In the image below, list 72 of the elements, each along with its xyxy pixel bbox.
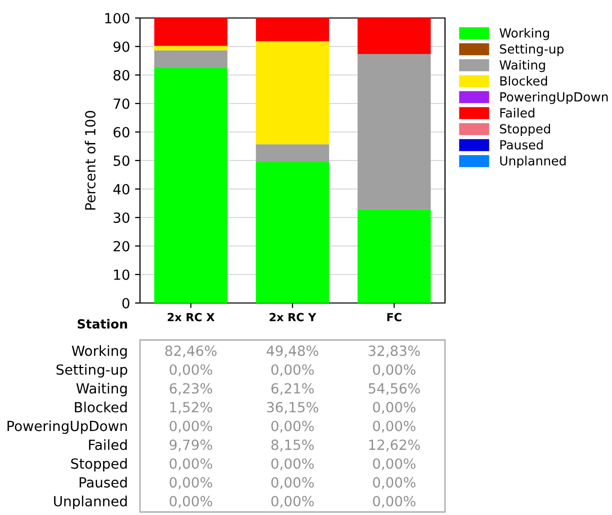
y-tick-label: 70 [114, 98, 130, 109]
text: Paused [80, 476, 127, 488]
text: Unplanned [54, 496, 127, 510]
x-tick-label: 2x RC Y [270, 312, 316, 322]
data-label: 0,00% [271, 364, 314, 376]
data-label: 0,00% [373, 496, 416, 508]
legend-label: Unplanned [500, 156, 566, 168]
x-tick-label: FC [387, 312, 402, 322]
x-axis-title: Station [78, 318, 128, 329]
legend-label: Blocked [500, 76, 547, 86]
data-label: 32,83% [368, 346, 420, 358]
data-label: 0,00% [373, 477, 416, 490]
legend-label: Setting-up [500, 44, 564, 56]
bar [256, 144, 330, 162]
x-tick-label: 2x RC X [168, 312, 215, 322]
bar [154, 50, 228, 68]
data-label: 0,00% [373, 420, 416, 433]
text: Setting-up [56, 364, 128, 378]
legend-label: Stopped [500, 124, 550, 136]
bar [256, 18, 330, 42]
data-label: 0,00% [271, 477, 314, 490]
data-label: 0,00% [373, 402, 416, 414]
data-label: 0,00% [373, 364, 416, 376]
y-tick-label: 60 [114, 126, 130, 138]
y-tick-label: 40 [113, 184, 130, 194]
data-label: 6,23% [170, 383, 212, 396]
data-label: 82,46% [165, 346, 217, 358]
data-label: 54,56% [368, 383, 420, 396]
bar [256, 162, 330, 303]
data-label: 49,48% [266, 346, 318, 358]
y-tick-label: 90 [113, 41, 130, 52]
data-label: 9,79% [170, 440, 212, 452]
data-label: 6,21% [271, 383, 314, 396]
text: Failed [89, 439, 127, 450]
bar [154, 18, 228, 46]
y-tick-label: 30 [114, 212, 130, 223]
legend-label: PoweringUpDown [500, 92, 608, 104]
bar [358, 54, 431, 210]
data-label: 0,00% [170, 496, 212, 508]
data-label: 0,00% [373, 458, 416, 470]
text: Stopped [71, 458, 127, 472]
data-label: 36,15% [267, 402, 318, 414]
legend-label: Failed [500, 108, 534, 118]
data-label: 0,00% [170, 364, 212, 376]
data-label: 0,00% [170, 420, 212, 433]
legend-label: Paused [500, 140, 543, 150]
data-label: 0,00% [271, 496, 314, 508]
text: Waiting [76, 382, 127, 396]
bar [154, 68, 228, 303]
data-label: 0,00% [170, 458, 212, 470]
data-label: 0,00% [271, 420, 314, 433]
text: PoweringUpDown [8, 420, 127, 434]
y-axis-title: Percent of 100 [84, 110, 96, 210]
data-label: 0,00% [271, 458, 314, 470]
y-tick-label: 0 [122, 298, 130, 308]
legend-label: Working [500, 28, 549, 40]
y-tick-label: 50 [114, 155, 130, 166]
data-label: 0,00% [170, 477, 212, 490]
y-tick-label: 100 [105, 12, 130, 24]
data-label: 12,62% [369, 440, 420, 452]
bar [358, 18, 431, 54]
text: Blocked [74, 402, 127, 412]
text: Working [72, 345, 127, 359]
y-tick-label: 10 [114, 269, 130, 280]
bar [256, 41, 330, 144]
y-tick-label: 80 [114, 70, 130, 80]
bar [154, 46, 228, 50]
y-tick-label: 20 [114, 240, 130, 252]
bar [358, 209, 431, 303]
data-label: 1,52% [170, 402, 212, 414]
legend-label: Waiting [500, 60, 545, 72]
data-label: 8,15% [271, 440, 314, 452]
